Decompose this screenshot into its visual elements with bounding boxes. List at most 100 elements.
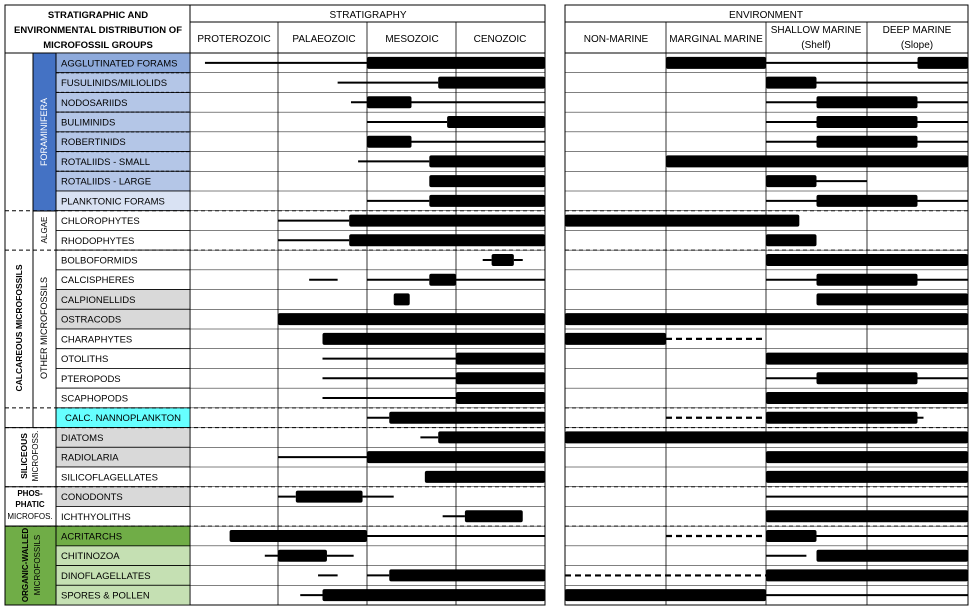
row-planktonic-forams: PLANKTONIC FORAMS [55,190,968,212]
env-range-bar [816,116,918,128]
calcareous-label: CALCAREOUS MICROFOSSILS [14,264,24,391]
col-mesozoic: MESOZOIC [385,34,438,45]
row-label: DIATOMS [61,433,103,444]
env-range-bar [816,135,918,148]
row-label: SILICOFLAGELLATES [61,472,158,483]
strat-range-bar [349,234,545,247]
bars-rhodophytes [278,234,817,247]
env-range-bar [565,214,800,227]
env-range-bar [816,549,968,562]
env-range-bar [766,234,817,247]
col-deep-marine: DEEP MARINE [883,25,952,36]
strat-range-bar [438,76,545,89]
row-label: DINOFLAGELLATES [61,571,151,582]
bars-spores-pollen [300,589,968,602]
bars-buliminids [367,116,968,128]
foraminifera-label: FORAMINIFERA [39,98,49,166]
bars-layer [204,56,968,602]
row-calpionellids: CALPIONELLIDS [55,289,968,310]
bars-calcispheres [309,273,968,286]
row-label: CALCISPHERES [61,275,134,286]
row-ostracods: OSTRACODS [55,308,968,330]
bars-otoliths [322,352,968,365]
env-range-bar [565,589,766,602]
row-label: ROBERTINIDS [61,137,126,148]
other-microfossils-label: OTHER MICROFOSSILS [39,277,49,379]
row-label: OTOLITHS [61,354,108,365]
col-deep-marine-sub: (Slope) [901,40,933,51]
env-range-bar [816,372,918,385]
row-label: BOLBOFORMIDS [61,256,138,267]
rows-layer: AGGLUTINATED FORAMS FUSULINIDS/MILIOLIDS N… [55,52,968,606]
phosphatic-label-3: MICROFOS. [7,512,52,521]
strat-range-bar [367,96,412,109]
strat-range-bar [367,451,545,464]
category-calcareous: CALCAREOUS MICROFOSSILS [14,264,24,391]
bars-bolboformids [482,254,968,266]
strat-range-bar [349,214,545,227]
row-acritarchs: ACRITARCHS [55,525,968,547]
category-algae: ALGAE [40,217,49,244]
row-calcispheres: CALCISPHERES [55,269,968,290]
bars-calpionellids [393,293,968,306]
env-range-bar [766,569,968,582]
row-label: CHITINOZOA [61,551,120,562]
strat-range-bar [429,273,456,286]
env-range-bar [816,194,918,207]
bars-robertinids [367,135,968,148]
organic-label-1: ORGANIC-WALLED [21,528,30,602]
env-range-bar [666,56,766,69]
env-range-bar [766,254,968,266]
strat-range-bar [367,135,412,148]
row-conodonts: CONODONTS [55,486,968,507]
row-label: RADIOLARIA [61,453,119,464]
strat-range-bar [438,431,545,444]
bars-dinoflagellates [318,569,968,582]
row-label: ICHTHYOLITHS [61,512,131,523]
row-bolboformids: BOLBOFORMIDS [55,249,968,271]
env-range-bar [565,431,968,444]
row-buliminids: BULIMINIDS [55,111,968,133]
category-phosphatic: PHOS- PHATIC MICROFOS. [7,489,52,521]
bars-scaphopods [322,392,968,404]
row-label: NODOSARIIDS [61,98,128,109]
col-non-marine: NON-MARINE [584,34,649,45]
strat-range-bar [456,352,545,365]
col-cenozoic: CENOZOIC [474,34,527,45]
siliceous-label-2: MICROFOSS. [31,431,40,482]
organic-label-2: MICROFOSSILS [33,535,42,595]
bars-ostracods [278,313,968,326]
row-diatoms: DIATOMS [55,427,968,448]
bars-pteropods [322,372,968,385]
col-palaeozoic: PALAEOZOIC [292,34,355,45]
row-silicoflagellates: SILICOFLAGELLATES [55,466,968,488]
env-range-bar [766,76,817,89]
title-line-1: STRATIGRAPHIC AND [48,10,148,21]
col-shallow-marine-sub: (Shelf) [801,40,830,51]
row-rotaliids-small: ROTALIIDS - SMALL [55,151,968,172]
env-range-bar [766,510,968,523]
strat-range-bar [456,392,545,404]
bars-ichthyoliths [442,510,968,523]
row-label: ROTALIIDS - LARGE [61,177,151,188]
env-range-bar [766,175,817,188]
organic-block [4,525,57,606]
bars-rotaliids-large [429,175,867,188]
algae-label: ALGAE [40,217,49,244]
col-marginal-marine: MARGINAL MARINE [669,34,763,45]
strat-range-bar [464,510,523,523]
title-line-2: ENVIRONMENTAL DISTRIBUTION OF [14,25,182,36]
row-robertinids: ROBERTINIDS [55,131,968,152]
bars-acritarchs [229,530,968,542]
row-label: PTEROPODS [61,374,121,385]
env-range-bar [766,530,817,542]
bars-agglutinated-forams [204,56,968,69]
bars-fusulinids-miliolids [337,76,968,89]
category-siliceous: SILICEOUS MICROFOSS. [19,431,40,482]
row-label: OSTRACODS [61,315,121,326]
phosphatic-label-2: PHATIC [15,500,44,509]
category-foraminifera: FORAMINIFERA [32,52,57,212]
row-rhodophytes: RHODOPHYTES [55,230,968,251]
bars-diatoms [420,431,968,444]
bars-radiolaria [278,451,968,464]
